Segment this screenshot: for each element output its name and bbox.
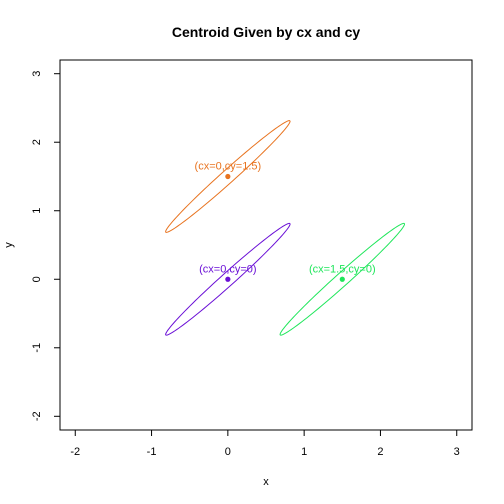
centroid-label: (cx=0,cy=1.5) (195, 160, 262, 172)
y-axis: -2 -1 0 1 2 3 (31, 71, 61, 421)
chart-title: Centroid Given by cx and cy (172, 24, 360, 40)
centroid-label: (cx=0,cy=0) (199, 263, 256, 275)
x-tick-label: 0 (225, 446, 231, 458)
centroid-point (225, 173, 231, 180)
y-tick-label: 1 (31, 208, 43, 214)
ellipse-outline (165, 222, 291, 336)
x-tick-label: -1 (147, 446, 157, 458)
x-axis-title: x (263, 476, 269, 488)
x-axis: -2 -1 0 1 2 3 (70, 429, 460, 458)
x-tick-label: 3 (454, 446, 460, 458)
centroid-point (225, 276, 231, 282)
y-tick-label: 2 (31, 139, 43, 145)
y-tick-label: -1 (31, 343, 43, 353)
centroid-point (339, 276, 345, 282)
y-axis-title: y (3, 242, 15, 248)
plot-frame (59, 59, 473, 431)
y-tick-label: -2 (31, 411, 43, 421)
y-tick-label: 0 (31, 276, 43, 282)
x-tick-label: 2 (377, 446, 383, 458)
ellipse-outline (165, 120, 291, 233)
y-tick-label: 3 (31, 71, 43, 77)
series-layer: (cx=0,cy=1.5) (cx=0,cy=0) (cx=1.5,cy=0) (165, 120, 406, 336)
ellipse-outline (279, 222, 406, 336)
centroid-label: (cx=1.5,cy=0) (309, 263, 376, 275)
x-tick-label: 1 (301, 446, 307, 458)
x-tick-label: -2 (70, 446, 80, 458)
